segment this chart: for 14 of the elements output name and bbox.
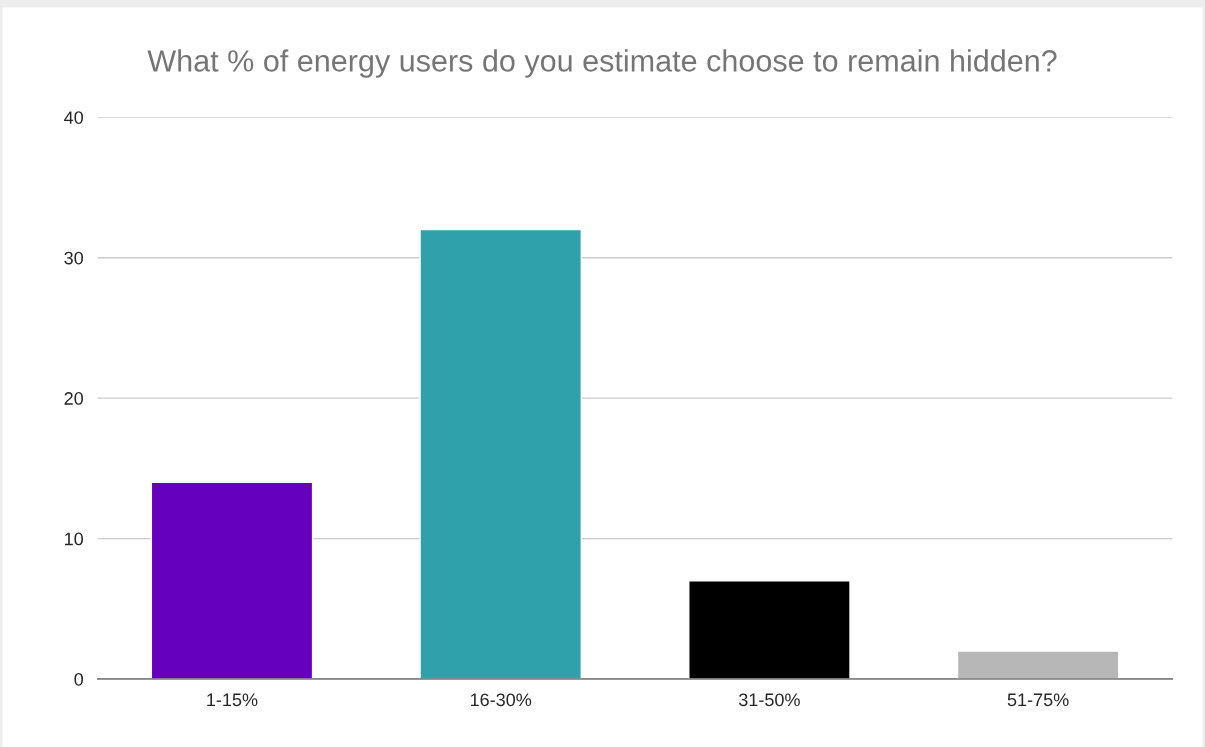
x-tick-label: 16-30%: [470, 693, 532, 707]
bar: [150, 481, 314, 680]
x-tick-label: 31-50%: [738, 693, 800, 707]
bar: [956, 650, 1120, 680]
y-tick-label: 20: [64, 392, 84, 405]
bar: [688, 580, 851, 680]
bar: [419, 228, 582, 680]
chart-title: What % of energy users do you estimate choose to remain hidden?: [147, 49, 1057, 78]
y-tick-label: 40: [64, 111, 84, 124]
x-tick-label: 1-15%: [207, 693, 258, 707]
x-tick-label: 51-75%: [1007, 693, 1069, 707]
y-tick-label: 30: [64, 251, 84, 265]
y-tick-label: 0: [74, 672, 84, 686]
y-tick-label: 10: [65, 532, 84, 546]
